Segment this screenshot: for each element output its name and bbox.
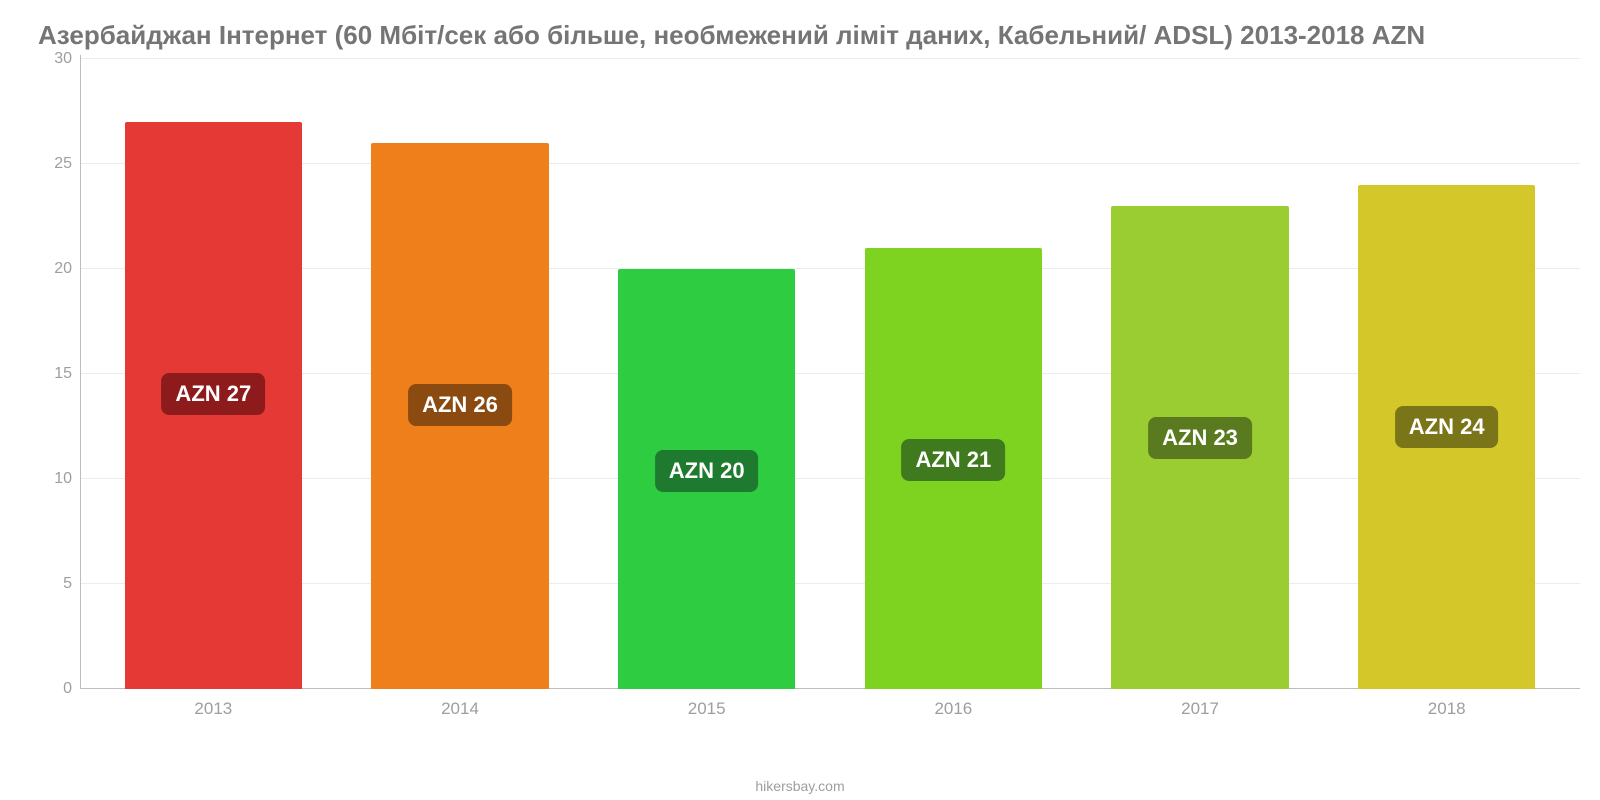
- chart-title: Азербайджан Інтернет (60 Мбіт/сек або бі…: [38, 20, 1580, 51]
- bars: AZN 27 AZN 26 AZN 20 AZN 21: [80, 59, 1580, 689]
- bar-value-label: AZN 20: [655, 450, 759, 492]
- credit-text: hikersbay.com: [0, 778, 1600, 794]
- plot: 0 5 10 15 20 25 30 AZN 27: [40, 59, 1580, 729]
- bar-value-label: AZN 21: [901, 439, 1005, 481]
- y-axis: 0 5 10 15 20 25 30: [40, 59, 80, 689]
- plot-area: AZN 27 AZN 26 AZN 20 AZN 21: [80, 59, 1580, 689]
- y-tick: 30: [54, 50, 72, 68]
- bar-value-label: AZN 23: [1148, 417, 1252, 459]
- bar-2013: AZN 27: [125, 122, 303, 689]
- x-tick: 2017: [1077, 689, 1324, 729]
- x-tick: 2013: [90, 689, 337, 729]
- x-tick: 2015: [583, 689, 830, 729]
- bar-slot: AZN 26: [337, 59, 584, 689]
- x-tick: 2016: [830, 689, 1077, 729]
- x-tick: 2014: [337, 689, 584, 729]
- y-tick: 15: [54, 365, 72, 383]
- y-tick: 20: [54, 260, 72, 278]
- bar-2016: AZN 21: [865, 248, 1043, 689]
- bar-slot: AZN 23: [1077, 59, 1324, 689]
- bar-value-label: AZN 24: [1395, 406, 1499, 448]
- y-tick: 10: [54, 470, 72, 488]
- bar-value-label: AZN 27: [161, 373, 265, 415]
- bar-slot: AZN 24: [1323, 59, 1570, 689]
- bar-slot: AZN 21: [830, 59, 1077, 689]
- x-tick: 2018: [1323, 689, 1570, 729]
- bar-2017: AZN 23: [1111, 206, 1289, 689]
- bar-2018: AZN 24: [1358, 185, 1536, 689]
- y-tick: 25: [54, 155, 72, 173]
- y-tick: 0: [63, 680, 72, 698]
- bar-2014: AZN 26: [371, 143, 549, 689]
- bar-value-label: AZN 26: [408, 384, 512, 426]
- y-tick: 5: [63, 575, 72, 593]
- bar-slot: AZN 27: [90, 59, 337, 689]
- chart-container: Азербайджан Інтернет (60 Мбіт/сек або бі…: [0, 0, 1600, 800]
- bar-slot: AZN 20: [583, 59, 830, 689]
- x-axis: 2013 2014 2015 2016 2017 2018: [80, 689, 1580, 729]
- bar-2015: AZN 20: [618, 269, 796, 689]
